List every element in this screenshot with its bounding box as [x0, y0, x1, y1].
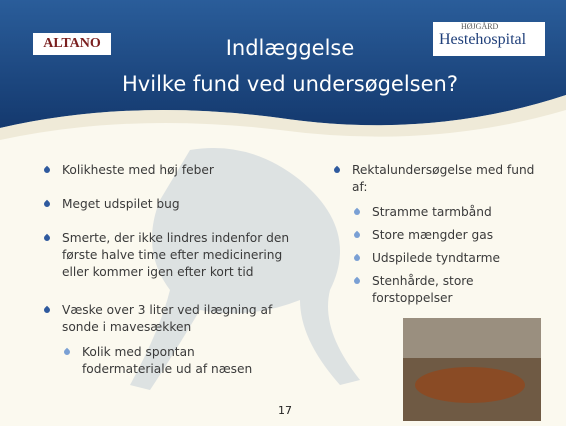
- sub-bullet: Udspilede tyndtarme: [372, 250, 552, 267]
- sub-bullet: Kolik med spontan fodermateriale ud af n…: [82, 344, 282, 378]
- sub-bullet: Stenhårde, store forstoppelser: [372, 273, 522, 307]
- page-number: 17: [270, 404, 300, 417]
- sub-bullet: Stramme tarmbånd: [372, 204, 552, 221]
- sub-bullet: Store mængder gas: [372, 227, 552, 244]
- bullet: Rektalundersøgelse med fund af:: [352, 162, 552, 196]
- logo-right-top: HØJGÅRD: [433, 22, 545, 31]
- bullet: Meget udspilet bug: [62, 196, 312, 213]
- bullet: Væske over 3 liter ved ilægning af sonde…: [62, 302, 292, 336]
- title-line: Hvilke fund ved undersøgelsen?: [90, 72, 490, 96]
- title-line: Indlæggelse: [90, 36, 490, 60]
- bullet: Kolikheste med høj feber: [62, 162, 312, 179]
- bullet: Smerte, der ikke lindres indenfor den fø…: [62, 230, 312, 281]
- slide: ALTANO HØJGÅRD Hestehospital Indlæggelse…: [0, 0, 566, 426]
